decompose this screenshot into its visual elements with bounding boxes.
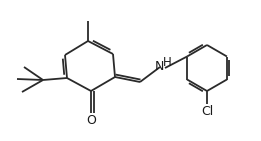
Text: O: O <box>86 114 96 127</box>
Text: Cl: Cl <box>201 105 213 118</box>
Text: N: N <box>154 60 164 73</box>
Text: H: H <box>163 56 171 69</box>
